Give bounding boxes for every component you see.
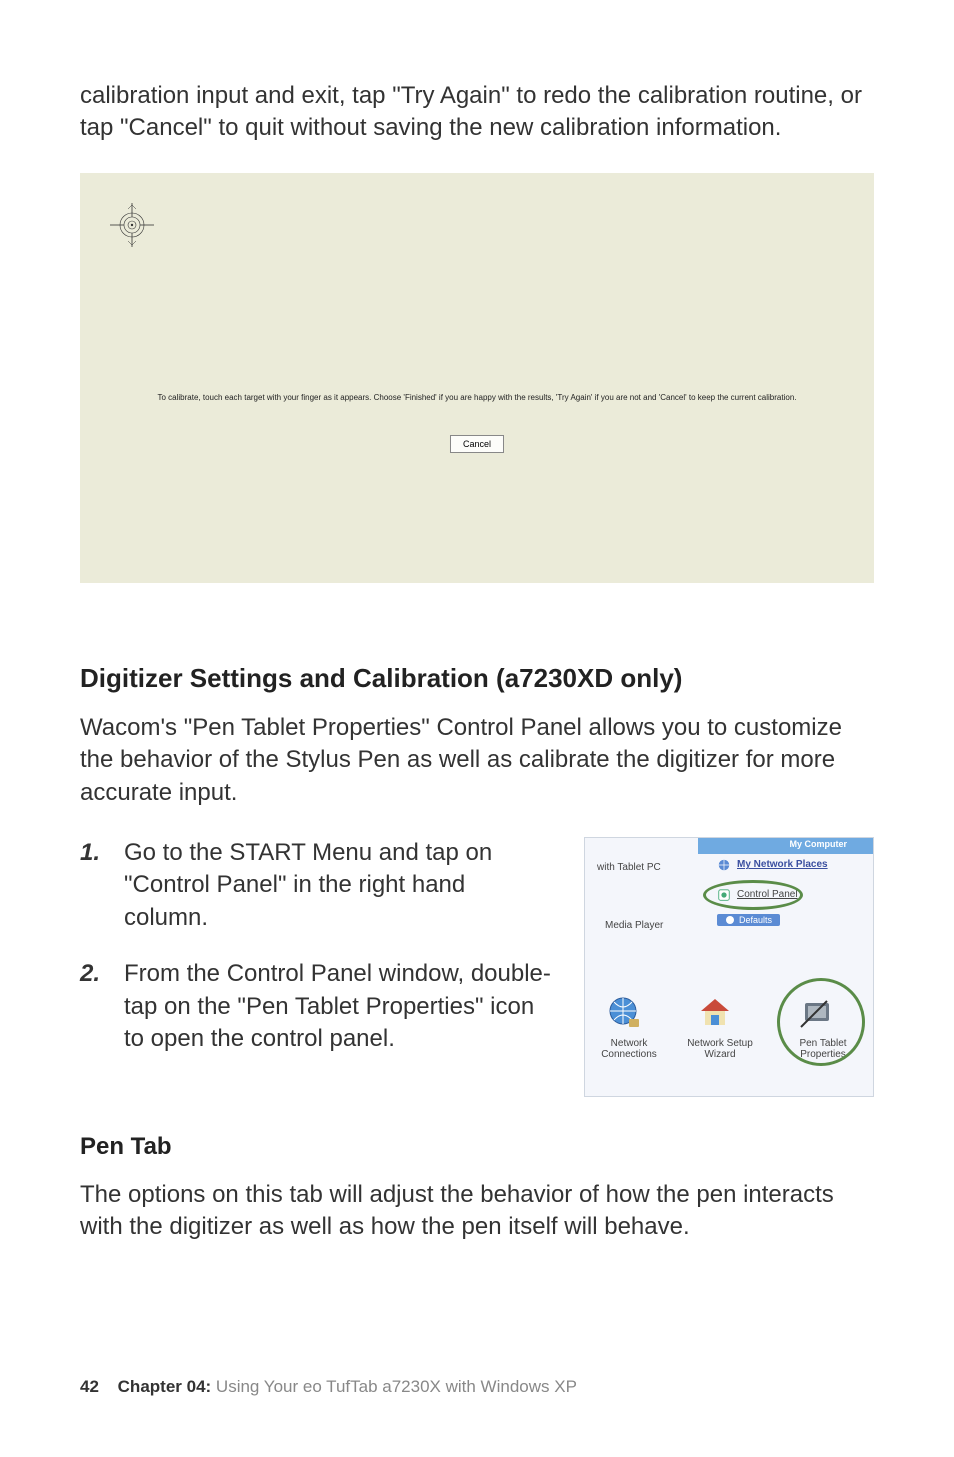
calibration-target-icon [108,201,156,249]
step-number: 2. [80,958,124,1055]
step-2: 2. From the Control Panel window, double… [80,958,554,1055]
network-places-item: My Network Places [717,858,828,872]
section-heading: Digitizer Settings and Calibration (a723… [80,663,874,694]
control-panel-highlight-ring [703,880,803,910]
page-number: 42 [80,1377,99,1396]
step-1: 1. Go to the START Menu and tap on "Cont… [80,837,554,934]
defaults-button: Defaults [717,914,780,926]
network-connections-label: Network Connections [593,1038,665,1060]
section-paragraph: Wacom's "Pen Tablet Properties" Control … [80,712,874,809]
page-footer: 42 Chapter 04: Using Your eo TufTab a723… [80,1377,577,1397]
chapter-title: Using Your eo TufTab a7230X with Windows… [211,1377,577,1396]
cancel-button[interactable]: Cancel [450,435,504,453]
network-setup-wizard-icon [695,993,735,1033]
subsection-paragraph: The options on this tab will adjust the … [80,1179,874,1244]
step-text: Go to the START Menu and tap on "Control… [124,837,554,934]
pen-tablet-highlight-ring [777,978,865,1066]
network-connections-icon [603,993,643,1033]
step-text: From the Control Panel window, double-ta… [124,958,554,1055]
control-panel-screenshot: My Computer with Tablet PC Media Player … [584,837,874,1097]
step-number: 1. [80,837,124,934]
media-player-label: Media Player [605,920,663,931]
network-setup-wizard-label: Network Setup Wizard [681,1038,759,1060]
my-computer-label: My Computer [789,839,847,849]
chapter-label: Chapter 04: [118,1377,212,1396]
subsection-heading: Pen Tab [80,1133,874,1161]
calibration-screenshot: To calibrate, touch each target with you… [80,173,874,583]
calibration-instruction: To calibrate, touch each target with you… [120,393,835,402]
tablet-pc-label: with Tablet PC [597,862,661,873]
intro-paragraph: calibration input and exit, tap "Try Aga… [80,80,874,145]
